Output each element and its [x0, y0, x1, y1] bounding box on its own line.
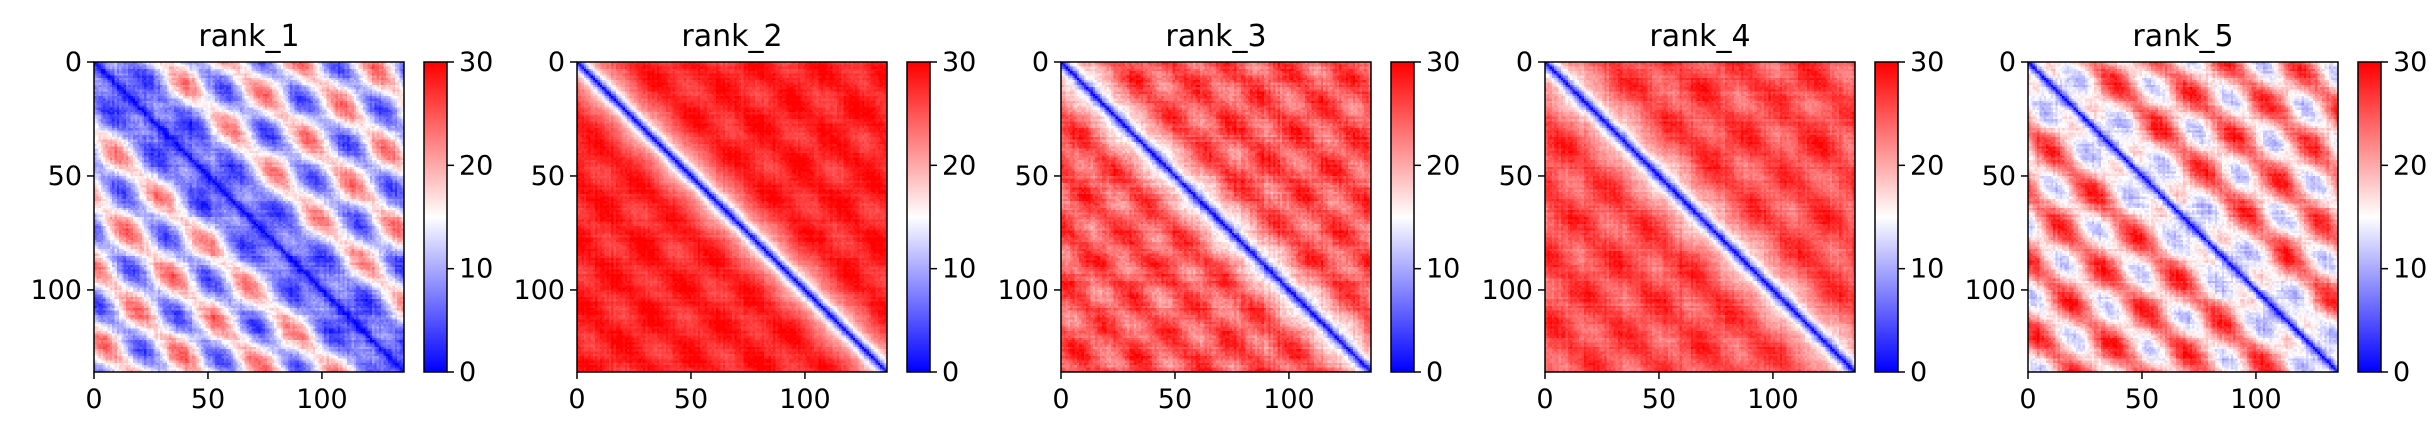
x-tick-label: 50: [2125, 384, 2159, 415]
axes-frame: [1060, 61, 1372, 373]
heatmap-image: [2028, 62, 2338, 372]
x-tick-label: 100: [2230, 384, 2282, 415]
y-tick-label: 50: [1015, 161, 1049, 192]
colorbar-tick-label: 0: [459, 357, 476, 388]
y-tick-label: 0: [65, 47, 82, 78]
heatmap-image: [1061, 62, 1371, 372]
x-tick-label: 0: [1052, 384, 1069, 415]
x-tick-label: 50: [1642, 384, 1676, 415]
colorbar-tick-label: 20: [1426, 150, 1460, 181]
colorbar-tick-label: 30: [1910, 47, 1944, 78]
colorbar-tick-label: 0: [942, 357, 959, 388]
heatmap-panel-1: rank_1 0 50 100 0 50 100 0 10 20 30: [30, 19, 493, 415]
axes-frame: [1544, 61, 1856, 373]
x-tick-label: 100: [296, 384, 348, 415]
heatmap-panel-4: rank_4 0 50 100 0 50 100 0 10 20 30: [1481, 19, 1944, 415]
y-tick-label: 100: [1964, 275, 2016, 306]
x-tick-label: 0: [568, 384, 585, 415]
colorbar: [907, 62, 930, 372]
colorbar-tick-label: 20: [459, 150, 493, 181]
colorbar: [1391, 62, 1414, 372]
panel-title: rank_2: [681, 19, 782, 54]
y-tick-label: 50: [1982, 161, 2016, 192]
x-tick-label: 100: [1263, 384, 1315, 415]
y-tick-label: 100: [30, 275, 82, 306]
y-tick-label: 50: [531, 161, 565, 192]
colorbar-tick-label: 10: [1910, 254, 1944, 285]
colorbar-tick-label: 20: [1910, 150, 1944, 181]
y-tick-label: 0: [1999, 47, 2016, 78]
y-tick-label: 50: [48, 161, 82, 192]
colorbar-frame: [906, 61, 931, 373]
y-tick-label: 0: [548, 47, 565, 78]
colorbar-frame: [2357, 61, 2382, 373]
colorbar-tick-label: 0: [1426, 357, 1443, 388]
colorbar-tick-label: 30: [459, 47, 493, 78]
y-tick-label: 0: [1032, 47, 1049, 78]
panel-title: rank_4: [1649, 19, 1750, 54]
axes-frame: [2027, 61, 2339, 373]
axes-frame: [93, 61, 405, 373]
panel-title: rank_5: [2132, 19, 2233, 54]
heatmap-panel-3: rank_3 0 50 100 0 50 100 0 10 20 30: [997, 19, 1460, 415]
colorbar-tick-label: 10: [942, 254, 976, 285]
x-tick-label: 0: [85, 384, 102, 415]
heatmap-panel-5: rank_5 0 50 100 0 50 100 0 10 20 30: [1964, 19, 2427, 415]
colorbar-frame: [423, 61, 448, 373]
y-tick-label: 100: [997, 275, 1049, 306]
colorbar-tick-label: 0: [2393, 357, 2410, 388]
colorbar-frame: [1874, 61, 1899, 373]
colorbar-tick-label: 10: [459, 254, 493, 285]
colorbar-frame: [1390, 61, 1415, 373]
y-tick-label: 100: [1481, 275, 1533, 306]
axes-frame: [576, 61, 888, 373]
heatmap-image: [94, 62, 404, 372]
heatmap-image: [577, 62, 887, 372]
colorbar-tick-label: 10: [2393, 254, 2427, 285]
x-tick-label: 100: [779, 384, 831, 415]
x-tick-label: 50: [191, 384, 225, 415]
colorbar-tick-label: 30: [1426, 47, 1460, 78]
y-tick-label: 50: [1499, 161, 1533, 192]
heatmap-image: [1545, 62, 1855, 372]
x-tick-label: 50: [1158, 384, 1192, 415]
colorbar-tick-label: 10: [1426, 254, 1460, 285]
colorbar-tick-label: 0: [1910, 357, 1927, 388]
y-tick-label: 100: [513, 275, 565, 306]
panel-title: rank_3: [1165, 19, 1266, 54]
colorbar-tick-label: 20: [942, 150, 976, 181]
x-tick-label: 0: [1536, 384, 1553, 415]
heatmap-panel-2: rank_2 0 50 100 0 50 100 0 10 20 30: [513, 19, 976, 415]
colorbar: [2358, 62, 2381, 372]
x-tick-label: 50: [674, 384, 708, 415]
colorbar-tick-label: 30: [2393, 47, 2427, 78]
x-tick-label: 100: [1747, 384, 1799, 415]
panel-title: rank_1: [198, 19, 299, 54]
colorbar-tick-label: 30: [942, 47, 976, 78]
colorbar: [1875, 62, 1898, 372]
y-tick-label: 0: [1516, 47, 1533, 78]
colorbar: [424, 62, 447, 372]
colorbar-tick-label: 20: [2393, 150, 2427, 181]
x-tick-label: 0: [2019, 384, 2036, 415]
